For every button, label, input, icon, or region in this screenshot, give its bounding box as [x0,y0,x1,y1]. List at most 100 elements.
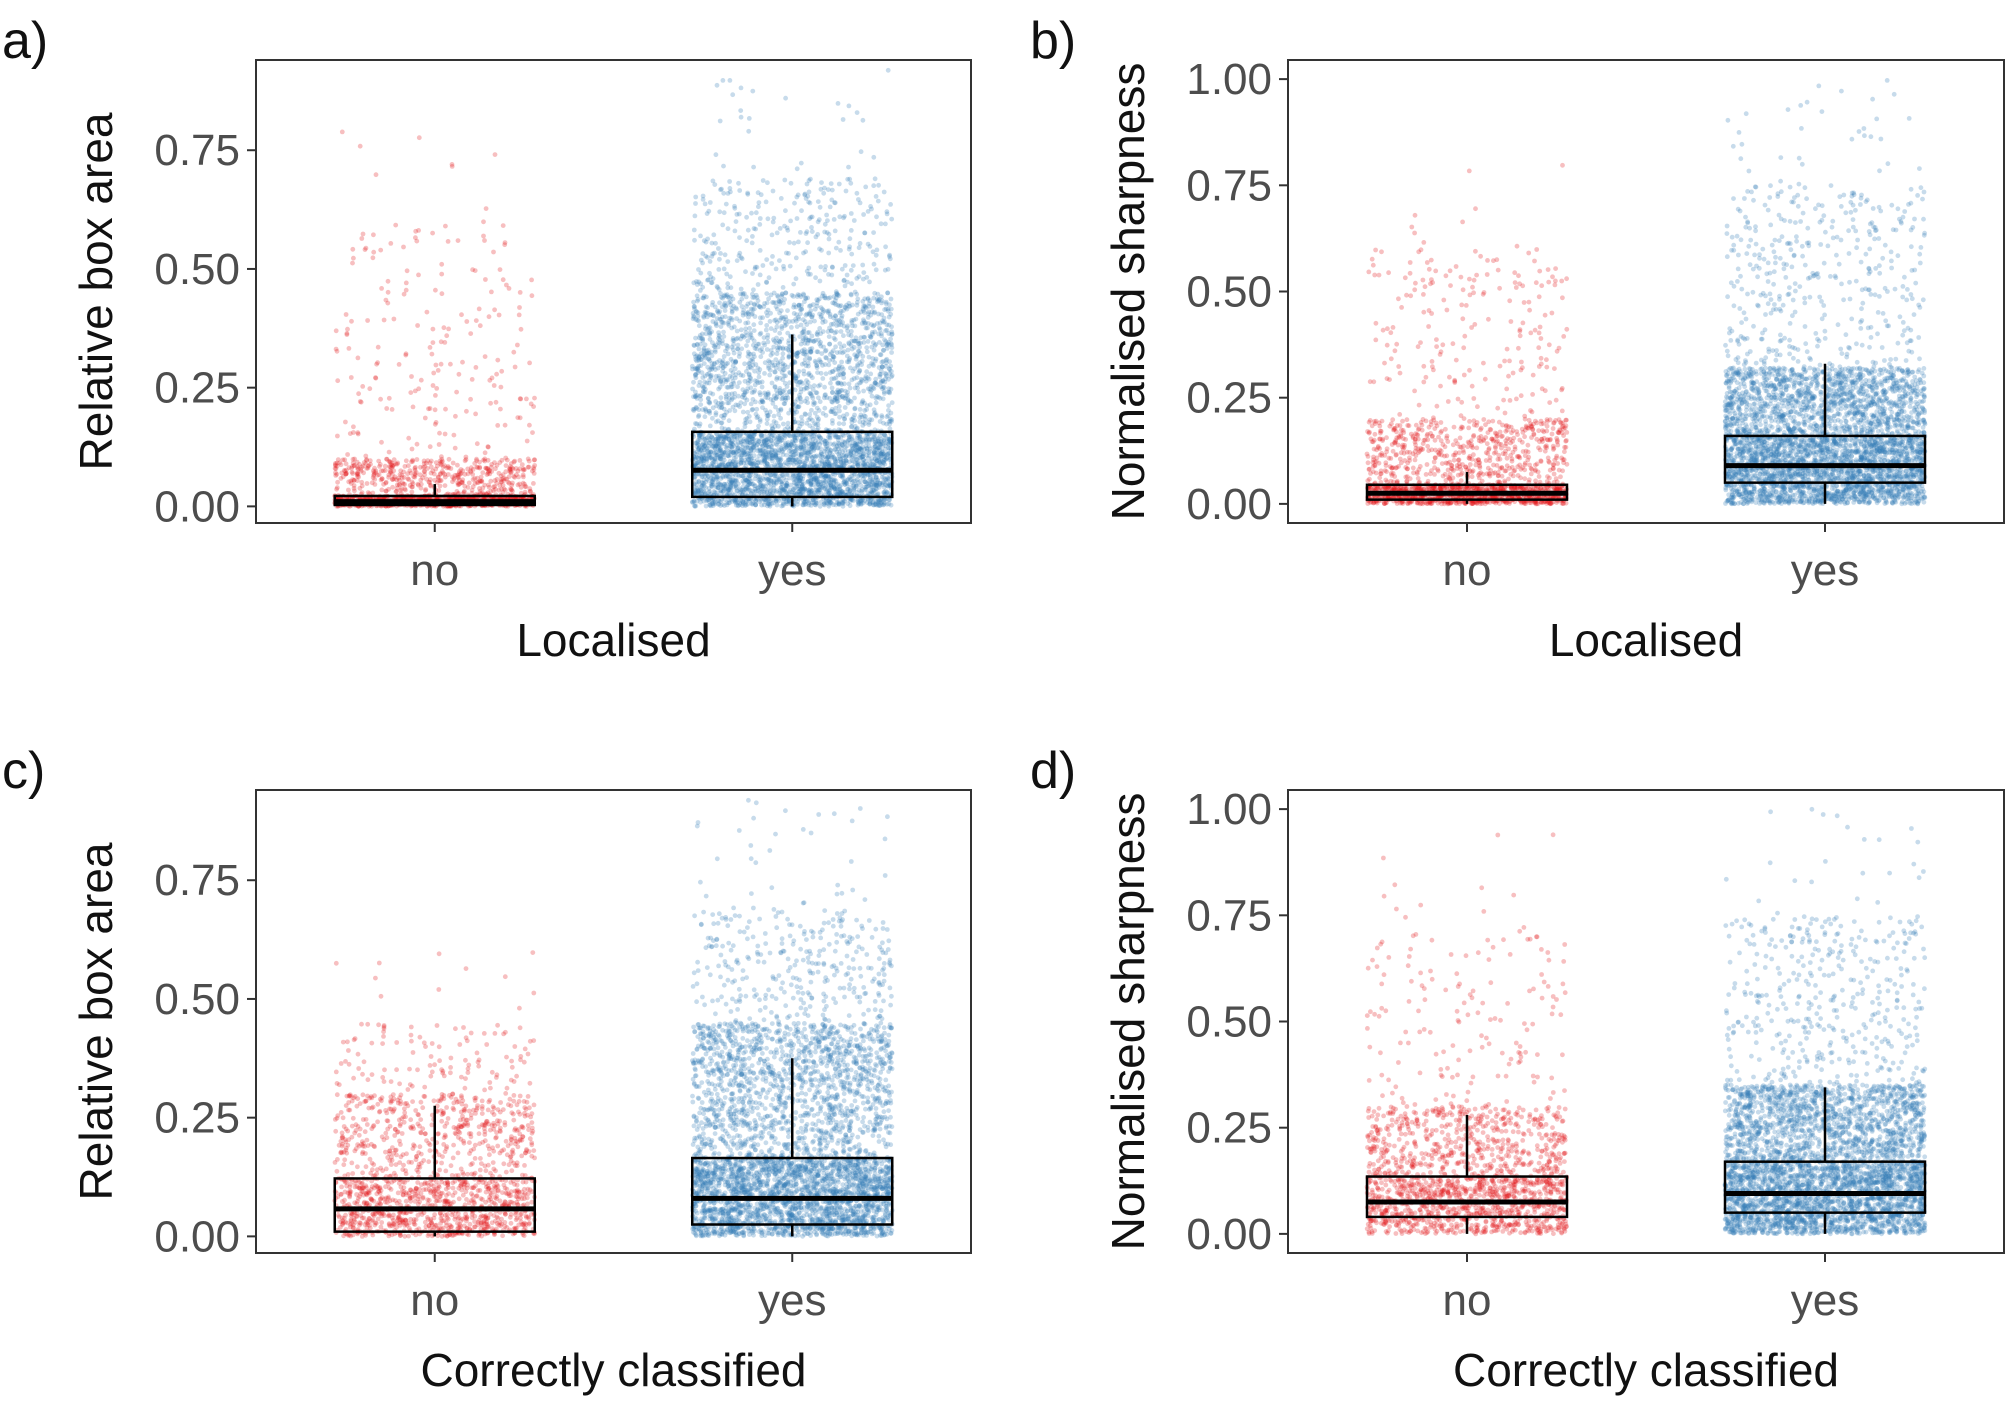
data-point [341,458,346,463]
data-point [443,483,448,488]
data-point [383,464,388,469]
data-point [532,396,537,401]
data-point [467,481,472,486]
data-point [428,345,433,350]
data-point [526,457,531,462]
data-point [347,346,352,351]
data-point [375,360,380,365]
data-point [444,333,449,338]
data-point [479,475,484,480]
data-point [450,479,455,484]
data-point [360,484,365,489]
data-point [529,278,534,283]
data-point [788,219,793,224]
data-point [433,467,438,472]
data-point [477,307,482,312]
data-point [443,224,448,229]
data-point [487,314,492,319]
data-point [408,390,413,395]
data-point [527,423,532,428]
data-point [474,365,479,370]
data-point [446,239,451,244]
data-point [478,323,483,328]
data-point [697,323,702,328]
data-point [438,461,443,466]
data-point [410,490,415,495]
data-point [439,454,444,459]
data-point [443,407,448,412]
data-point [471,467,476,472]
figure: 0.000.250.500.75no yesLocalisedRelative b… [0,0,2008,1402]
data-point [415,323,420,328]
data-point [711,232,716,237]
data-point [361,464,366,469]
data-point [364,246,369,251]
data-point [788,264,793,269]
data-point [862,408,867,413]
data-point [348,431,353,436]
data-point [411,405,416,410]
data-point [402,292,407,297]
data-point [735,258,740,263]
data-point [462,490,467,495]
data-point [817,247,822,252]
data-point [335,434,340,439]
data-point [499,474,504,479]
data-point [470,377,475,382]
data-point [852,396,857,401]
data-point [366,464,371,469]
data-point [371,232,376,237]
data-point [747,116,752,121]
data-point [758,248,763,253]
data-point [525,439,530,444]
data-point [367,386,372,391]
data-point [468,331,473,336]
data-point [374,172,379,177]
data-point [365,481,370,486]
data-point [405,268,410,273]
data-point [440,291,445,296]
data-point [433,288,438,293]
data-point [409,374,414,379]
data-point [413,235,418,240]
data-point [737,235,742,240]
data-point [393,223,398,228]
data-point [521,475,526,480]
data-point [736,181,741,186]
data-point [433,407,438,412]
data-point [364,458,369,463]
data-point [503,423,508,428]
data-point [824,213,829,218]
data-point [437,442,442,447]
data-point [430,352,435,357]
data-point [477,466,482,471]
data-point [335,378,340,383]
data-point [750,271,755,276]
data-point [412,475,417,480]
data-point [523,490,528,495]
data-point [499,369,504,374]
data-point [377,472,382,477]
data-point [847,382,852,387]
data-point [339,476,344,481]
data-point [453,446,458,451]
data-point [386,487,391,492]
data-point [436,368,441,373]
data-point [502,487,507,492]
data-point [465,467,470,472]
data-point [464,319,469,324]
data-point [515,343,520,348]
data-point [735,329,740,334]
data-point [848,386,853,391]
data-point [517,305,522,310]
data-point [481,234,486,239]
data-point [361,232,366,237]
data-point [417,135,422,140]
data-point [529,402,534,407]
data-point [488,401,493,406]
data-point [466,485,471,490]
data-point [692,238,697,243]
data-point [492,383,497,388]
data-point [356,432,361,437]
data-point [751,287,756,292]
